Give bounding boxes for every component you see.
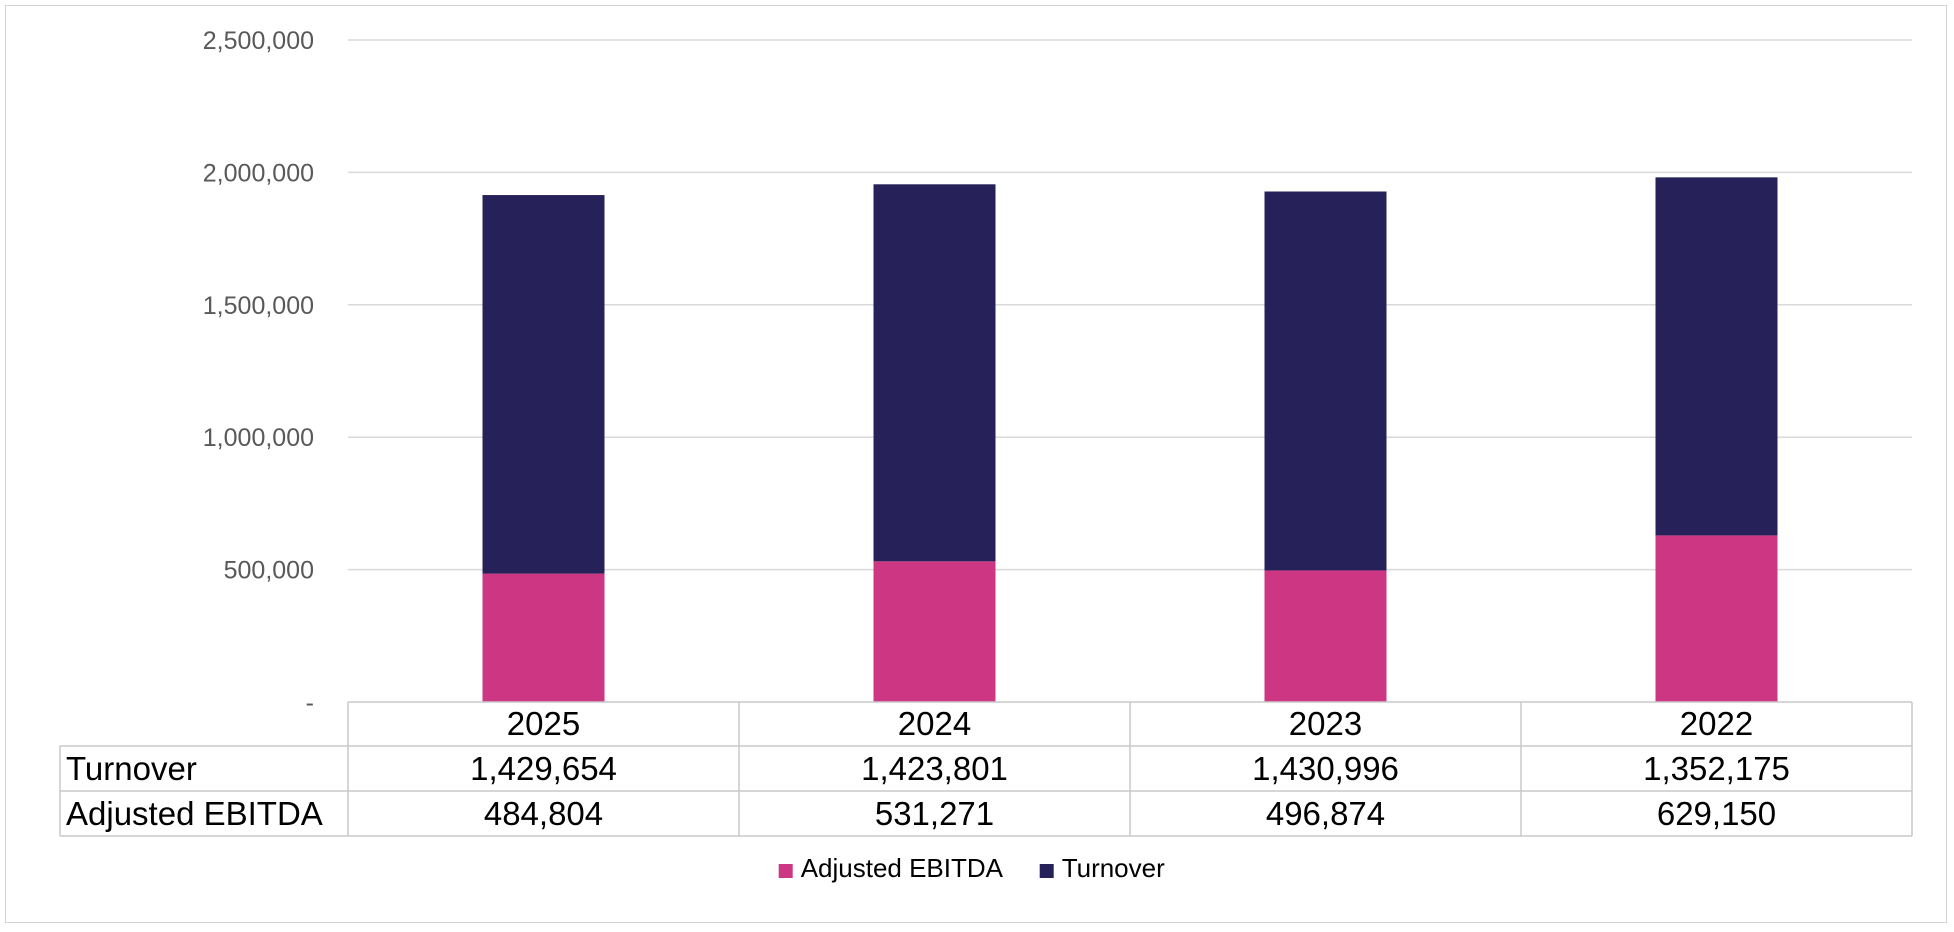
legend-swatch — [1039, 864, 1054, 878]
y-axis-ticks: - 500,000 1,000,000 1,500,000 2,000,000 2,500… — [203, 27, 314, 717]
y-tick-label: 2,500,000 — [203, 27, 314, 55]
bar-segment — [873, 561, 996, 702]
bar-segment — [1264, 191, 1387, 571]
table-cell: 629,150 — [1657, 795, 1776, 832]
table-row-label: Turnover — [66, 750, 197, 787]
bar-segment — [482, 573, 605, 702]
y-tick-label: 1,500,000 — [203, 292, 314, 320]
table-row-label: Adjusted EBITDA — [66, 795, 323, 832]
legend-swatch — [778, 864, 793, 878]
bar-segment — [1655, 177, 1778, 536]
table-cell: 496,874 — [1266, 795, 1385, 832]
legend: Adjusted EBITDA Turnover — [778, 853, 1165, 883]
bars — [482, 177, 1778, 702]
y-tick-label: - — [306, 689, 314, 717]
category-label: 2025 — [507, 705, 580, 742]
table-cell: 484,804 — [484, 795, 603, 832]
table-cell: 1,352,175 — [1643, 750, 1790, 787]
chart-frame — [5, 5, 1947, 923]
legend-label: Adjusted EBITDA — [801, 853, 1004, 883]
bar-segment — [873, 184, 996, 562]
table-cell: 1,423,801 — [861, 750, 1008, 787]
data-table: 2025 2024 2023 2022 Turnover 1,429,654 1,423,8… — [59, 701, 1913, 837]
bar-segment — [1264, 570, 1387, 702]
table-cell: 1,429,654 — [470, 750, 617, 787]
y-tick-label: 500,000 — [224, 557, 314, 585]
bar-segment — [1655, 535, 1778, 702]
legend-label: Turnover — [1062, 853, 1165, 883]
bar-segment — [482, 195, 605, 574]
gridlines — [348, 39, 1912, 571]
table-cell: 531,271 — [875, 795, 994, 832]
category-label: 2023 — [1289, 705, 1362, 742]
category-label: 2024 — [898, 705, 971, 742]
y-tick-label: 2,000,000 — [203, 159, 314, 187]
category-label: 2022 — [1680, 705, 1753, 742]
y-tick-label: 1,000,000 — [203, 424, 314, 452]
table-cell: 1,430,996 — [1252, 750, 1399, 787]
